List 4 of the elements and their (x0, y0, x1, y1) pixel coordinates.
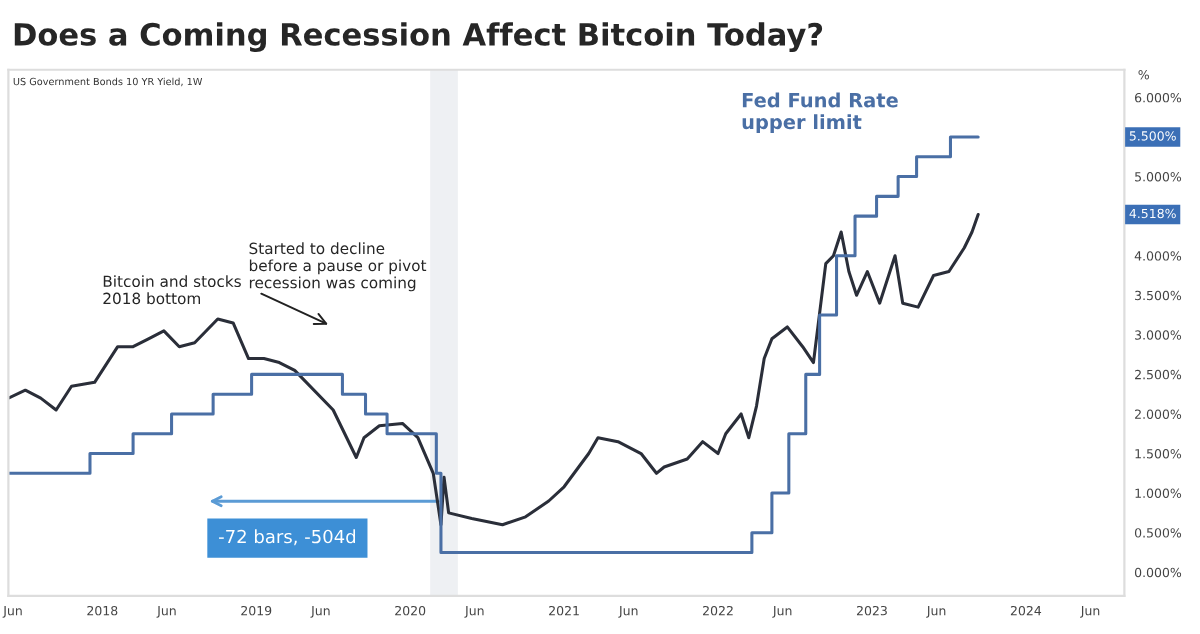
line-series (8, 213, 980, 527)
series-label: Fed Fund Rate upper limit (742, 92, 898, 134)
chart-title: Does a Coming Recession Affect Bitcoin Today? (14, 22, 823, 52)
annotation: -72 bars, -504d (219, 529, 356, 546)
